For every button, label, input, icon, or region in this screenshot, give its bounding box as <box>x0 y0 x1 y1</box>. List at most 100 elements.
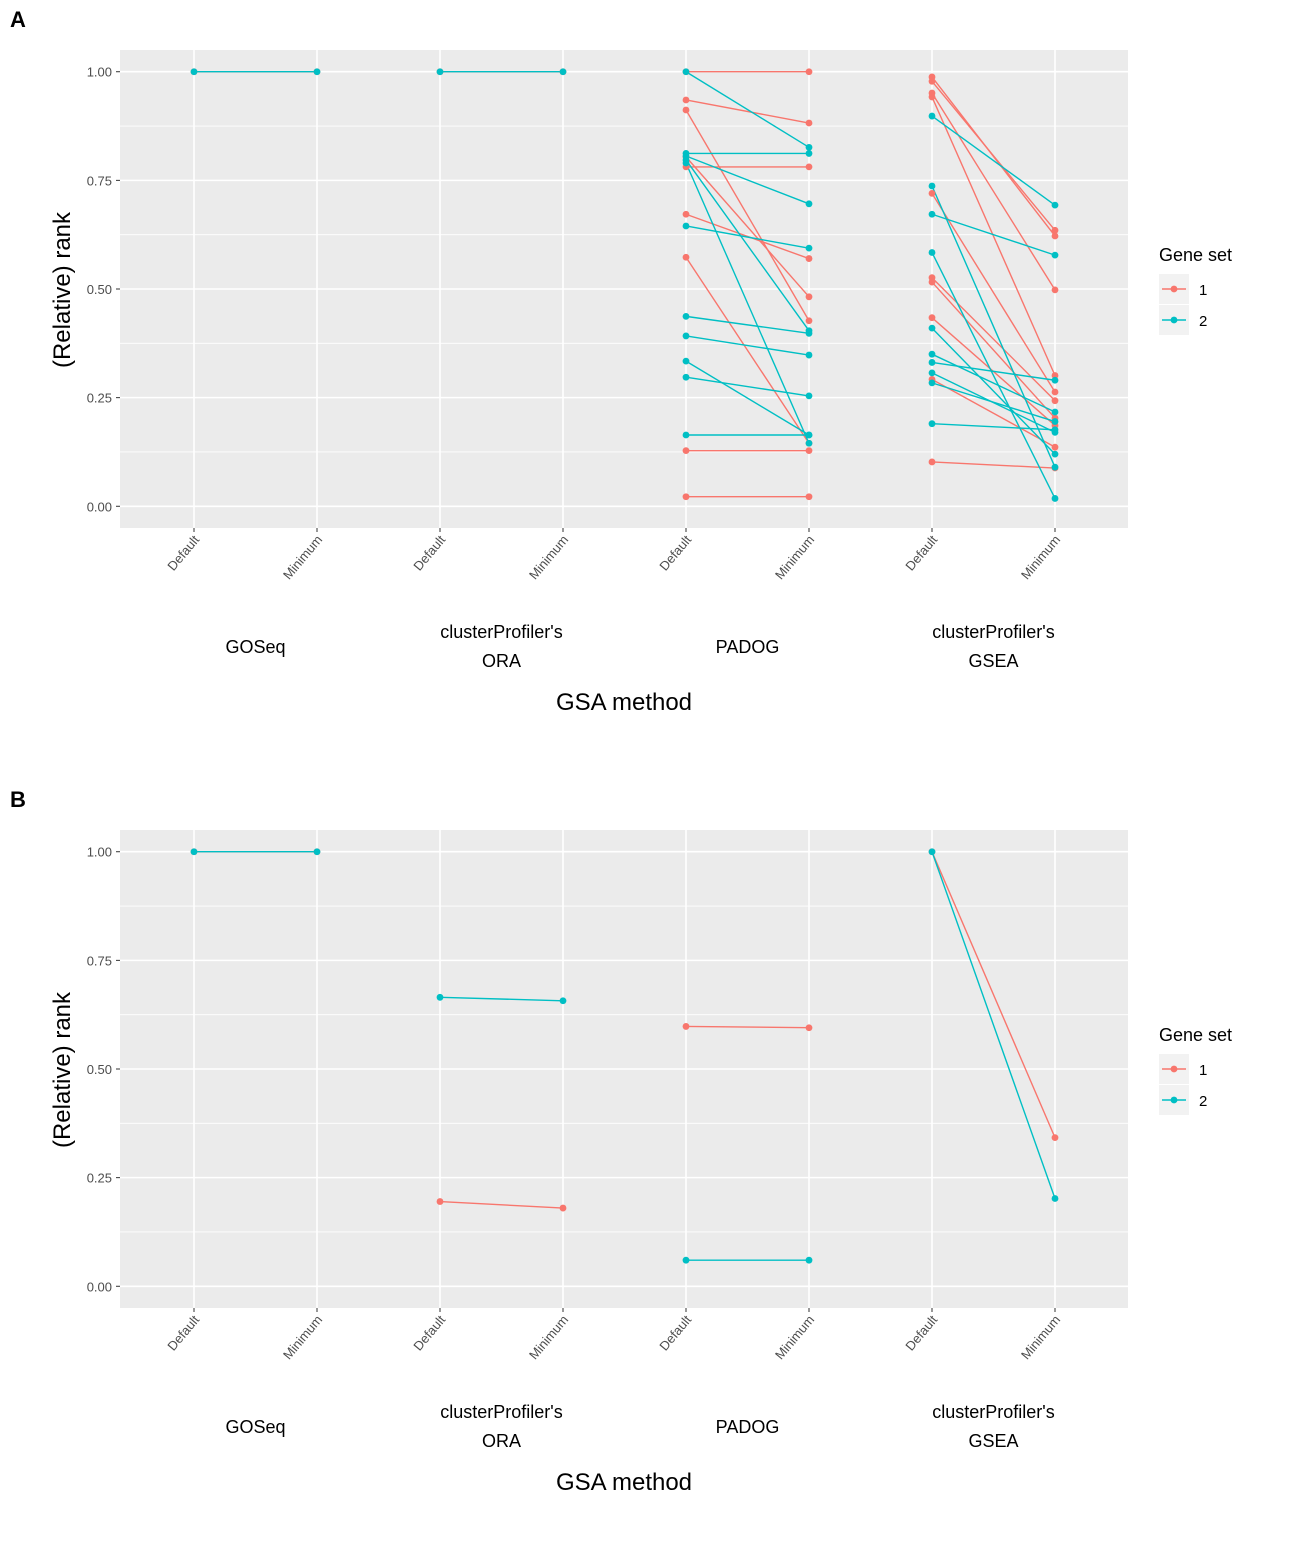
data-point-gene-set-1 <box>559 1204 567 1212</box>
series-line-gene-set-1 <box>685 156 810 298</box>
data-point-gene-set-2 <box>313 848 321 856</box>
legend: Gene set 1 2 <box>1159 1025 1232 1115</box>
data-point-gene-set-2 <box>1051 418 1059 425</box>
series-line-gene-set-1 <box>931 193 1056 393</box>
y-axis-title: (Relative) rank <box>49 991 76 1148</box>
data-point-gene-set-1 <box>1051 372 1059 379</box>
series-line-gene-set-1 <box>931 851 1056 1138</box>
data-point-gene-set-2 <box>682 312 690 320</box>
data-point-gene-set-2 <box>928 249 936 256</box>
data-point-gene-set-1 <box>1051 443 1059 451</box>
method-label: GOSeq <box>225 637 285 657</box>
data-point-gene-set-2 <box>1051 495 1059 502</box>
y-tick-label: 0.00 <box>87 1279 112 1294</box>
data-point-gene-set-2 <box>682 357 690 365</box>
y-tick-label: 0.50 <box>87 282 112 297</box>
y-tick-label: 0.00 <box>87 499 112 514</box>
x-tick-label: Default <box>656 1312 694 1353</box>
data-point-gene-set-1 <box>1051 1134 1059 1142</box>
data-point-gene-set-2 <box>682 431 690 439</box>
data-point-gene-set-2 <box>190 68 198 76</box>
data-point-gene-set-2 <box>1051 1195 1059 1202</box>
data-point-gene-set-2 <box>805 392 813 400</box>
method-label: GSEA <box>968 651 1018 671</box>
series-line-gene-set-2 <box>685 360 810 436</box>
series-line-gene-set-1 <box>931 80 1056 231</box>
x-tick-label: Default <box>410 1312 448 1353</box>
series-line-gene-set-1 <box>931 378 1056 448</box>
data-point-gene-set-2 <box>928 112 936 120</box>
data-point-gene-set-1 <box>928 314 936 322</box>
series-line-gene-set-2 <box>931 115 1056 206</box>
data-point-gene-set-2 <box>559 68 567 76</box>
panel-B: B 0.00 0.25 0.50 0.75 1.00 Default Minimum Defau… <box>10 787 1232 1496</box>
data-point-gene-set-2 <box>805 200 813 208</box>
legend-key-point <box>1170 316 1178 324</box>
data-point-gene-set-2 <box>190 848 198 856</box>
legend-key-point <box>1170 1065 1178 1073</box>
data-point-gene-set-1 <box>1051 388 1059 396</box>
data-point-gene-set-2 <box>682 1256 690 1264</box>
x-axis-title: GSA method <box>556 1469 692 1496</box>
y-tick-label: 0.50 <box>87 1062 112 1077</box>
data-point-gene-set-1 <box>805 447 813 455</box>
data-point-gene-set-2 <box>928 210 936 218</box>
y-axis-title: (Relative) rank <box>49 211 76 368</box>
data-point-gene-set-1 <box>928 93 936 101</box>
legend-label: 1 <box>1199 1062 1207 1079</box>
series-line-gene-set-2 <box>685 155 810 205</box>
data-point-gene-set-2 <box>805 329 813 337</box>
data-point-gene-set-2 <box>682 332 690 340</box>
legend-key-point <box>1170 285 1178 293</box>
data-series <box>190 848 1059 1264</box>
data-point-gene-set-1 <box>682 106 690 114</box>
data-point-gene-set-2 <box>682 159 690 167</box>
y-tick-label: 0.75 <box>87 953 112 968</box>
data-point-gene-set-2 <box>436 68 444 76</box>
data-point-gene-set-1 <box>682 493 690 501</box>
series-line-gene-set-1 <box>685 1025 810 1029</box>
data-point-gene-set-2 <box>1051 376 1059 384</box>
data-point-gene-set-1 <box>805 1024 813 1032</box>
method-label: clusterProfiler's <box>440 1402 562 1422</box>
series-line-gene-set-2 <box>685 71 810 148</box>
data-point-gene-set-1 <box>1051 286 1059 294</box>
panel-A: A 0.00 0.25 0.50 0.75 1.00 Default Minimum Defau… <box>10 7 1232 716</box>
data-point-gene-set-2 <box>805 351 813 359</box>
data-point-gene-set-1 <box>805 119 813 127</box>
series-line-gene-set-1 <box>685 109 810 322</box>
legend-title: Gene set <box>1159 245 1232 265</box>
data-point-gene-set-1 <box>682 210 690 218</box>
method-label: PADOG <box>716 1417 780 1437</box>
series-line-gene-set-1 <box>931 96 1056 376</box>
series-line-gene-set-2 <box>439 996 564 1002</box>
series-line-gene-set-2 <box>931 252 1056 499</box>
panel-label: B <box>10 787 26 812</box>
series-line-gene-set-2 <box>931 353 1056 413</box>
data-point-gene-set-1 <box>928 77 936 85</box>
panel-label: A <box>10 7 26 32</box>
method-label: ORA <box>482 1431 521 1451</box>
data-point-gene-set-1 <box>805 293 813 301</box>
series-line-gene-set-2 <box>685 376 810 397</box>
data-point-gene-set-2 <box>1051 251 1059 259</box>
x-tick-label: Default <box>902 532 940 573</box>
series-line-gene-set-1 <box>685 256 810 444</box>
data-point-gene-set-2 <box>1051 201 1059 209</box>
legend-key-point <box>1170 1096 1178 1104</box>
x-tick-label: Minimum <box>280 532 325 582</box>
data-point-gene-set-1 <box>805 493 813 501</box>
method-label: GOSeq <box>225 1417 285 1437</box>
series-line-gene-set-2 <box>931 185 1056 468</box>
x-tick-label: Minimum <box>1018 532 1063 582</box>
data-point-gene-set-2 <box>1051 450 1059 458</box>
data-point-gene-set-1 <box>682 253 690 261</box>
data-point-gene-set-2 <box>682 222 690 230</box>
data-point-gene-set-2 <box>805 1256 813 1264</box>
x-tick-label: Default <box>656 532 694 573</box>
legend: Gene set 1 2 <box>1159 245 1232 335</box>
series-line-gene-set-2 <box>685 335 810 356</box>
method-label: clusterProfiler's <box>932 1402 1054 1422</box>
data-point-gene-set-1 <box>805 163 813 171</box>
data-point-gene-set-2 <box>928 324 936 332</box>
